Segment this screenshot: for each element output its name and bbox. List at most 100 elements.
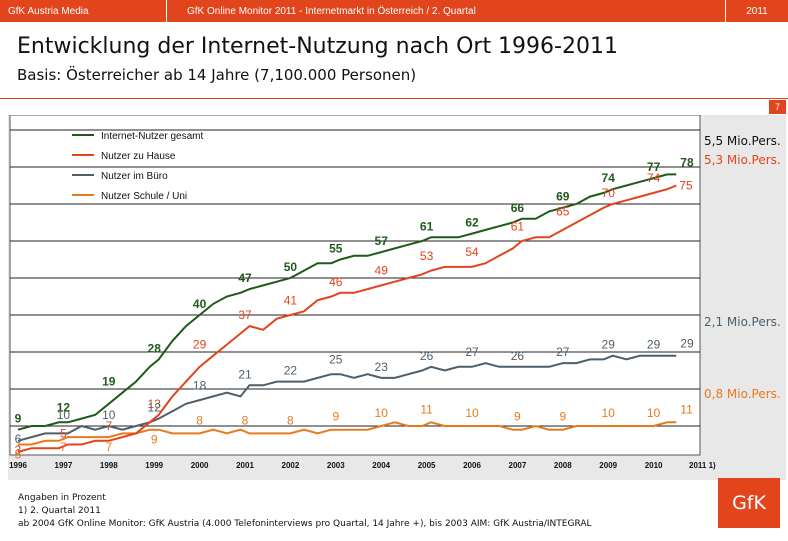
x-tick-label: 2006	[463, 461, 481, 470]
data-label: 13	[148, 397, 162, 411]
x-tick-label: 2005	[418, 461, 436, 470]
page-number-badge: 7	[769, 100, 786, 114]
data-label: 26	[420, 349, 434, 363]
x-tick-label: 1996	[9, 461, 27, 470]
series-annotation: 5,5 Mio.Pers.	[704, 134, 781, 148]
series-annotation: 2,1 Mio.Pers.	[704, 315, 781, 329]
legend-label: Internet-Nutzer gesamt	[101, 131, 203, 142]
data-label: 49	[375, 264, 389, 278]
gfk-logo: GfK	[718, 478, 780, 528]
data-label: 37	[238, 308, 252, 322]
data-label: 47	[238, 271, 252, 285]
data-label: 18	[193, 378, 207, 392]
data-label: 66	[511, 201, 525, 215]
header-left: GfK Austria Media	[8, 5, 89, 17]
header-middle: GfK Online Monitor 2011 - Internetmarkt …	[166, 0, 725, 22]
data-label: 54	[465, 245, 479, 259]
data-label: 8	[196, 413, 203, 427]
data-label: 78	[680, 155, 694, 169]
footnote-source: ab 2004 GfK Online Monitor: GfK Austria …	[18, 519, 592, 529]
data-label: 25	[329, 353, 343, 367]
data-label: 9	[332, 410, 339, 424]
footnote-quarter: 1) 2. Quartal 2011	[18, 506, 101, 516]
page-subtitle: Basis: Österreicher ab 14 Jahre (7,100.0…	[17, 66, 417, 84]
data-label: 19	[102, 375, 116, 389]
x-tick-label: 2002	[282, 461, 300, 470]
data-label: 22	[284, 364, 298, 378]
x-tick-label: 2001	[236, 461, 254, 470]
data-label: 53	[420, 249, 434, 263]
data-label: 29	[647, 338, 661, 352]
x-tick-label: 2010	[645, 461, 663, 470]
data-label: 74	[602, 171, 616, 185]
x-tick-label: 2009	[599, 461, 617, 470]
data-label: 61	[511, 219, 525, 233]
data-label: 9	[15, 412, 22, 426]
data-label: 61	[420, 219, 434, 233]
data-label: 29	[193, 338, 207, 352]
data-label: 9	[514, 410, 521, 424]
x-tick-label: 2008	[554, 461, 572, 470]
data-label: 41	[284, 293, 298, 307]
data-label: 5	[15, 448, 22, 462]
data-label: 23	[375, 360, 389, 374]
data-label: 27	[556, 345, 570, 359]
data-label: 46	[329, 275, 343, 289]
series-annotation: 0,8 Mio.Pers.	[704, 387, 781, 401]
data-label: 10	[602, 406, 616, 420]
series-line	[17, 354, 677, 442]
data-label: 5	[60, 427, 67, 441]
data-label: 28	[148, 341, 162, 355]
x-tick-label: 2000	[191, 461, 209, 470]
data-label: 9	[151, 433, 158, 447]
x-tick-label: 2004	[372, 461, 390, 470]
series-line	[17, 173, 677, 431]
data-label: 11	[420, 402, 433, 416]
line-chart: 1996 1997 1998 1999 2000 2001 2002 2003 2004 2005…	[9, 115, 781, 470]
legend-label: Nutzer im Büro	[101, 171, 168, 182]
x-tick-label: 1999	[145, 461, 163, 470]
data-label: 62	[465, 216, 479, 230]
data-label: 8	[242, 413, 249, 427]
x-tick-label: 2007	[509, 461, 527, 470]
data-label: 9	[559, 410, 566, 424]
data-label: 70	[602, 186, 616, 200]
data-label: 75	[679, 179, 693, 193]
x-tick-label: 1998	[100, 461, 118, 470]
data-label: 21	[238, 367, 252, 381]
series-annotation: 5,3 Mio.Pers.	[704, 153, 781, 167]
data-label: 8	[287, 413, 294, 427]
data-label: 74	[647, 171, 661, 185]
data-label: 10	[647, 406, 661, 420]
plot-area	[9, 115, 701, 456]
data-label: 69	[556, 190, 570, 204]
data-label: 29	[680, 337, 694, 351]
data-label: 26	[511, 349, 525, 363]
data-label: 7	[105, 419, 112, 433]
header-bar: GfK Austria Media GfK Online Monitor 201…	[0, 0, 788, 22]
data-label: 7	[105, 440, 112, 454]
page-title: Entwicklung der Internet-Nutzung nach Or…	[17, 34, 618, 59]
legend-label: Nutzer Schule / Uni	[101, 191, 187, 202]
data-label: 27	[465, 345, 479, 359]
data-label: 7	[60, 440, 67, 454]
x-tick-label: 1997	[55, 461, 73, 470]
data-label: 10	[465, 406, 479, 420]
footnote-units: Angaben in Prozent	[18, 493, 106, 503]
x-tick-label: 2011 1)	[689, 461, 716, 470]
data-label: 40	[193, 297, 207, 311]
header-divider	[0, 98, 788, 99]
data-label: 50	[284, 260, 298, 274]
series-line	[17, 184, 677, 453]
data-label: 10	[102, 408, 116, 422]
data-label: 11	[680, 402, 693, 416]
data-label: 55	[329, 242, 343, 256]
data-label: 29	[602, 338, 616, 352]
data-label: 12	[148, 401, 162, 415]
data-label: 3	[15, 443, 22, 457]
legend-label: Nutzer zu Hause	[101, 151, 176, 162]
data-label: 65	[556, 205, 570, 219]
data-label: 10	[57, 408, 71, 422]
data-label: 77	[647, 160, 661, 174]
data-label: 57	[375, 234, 389, 248]
